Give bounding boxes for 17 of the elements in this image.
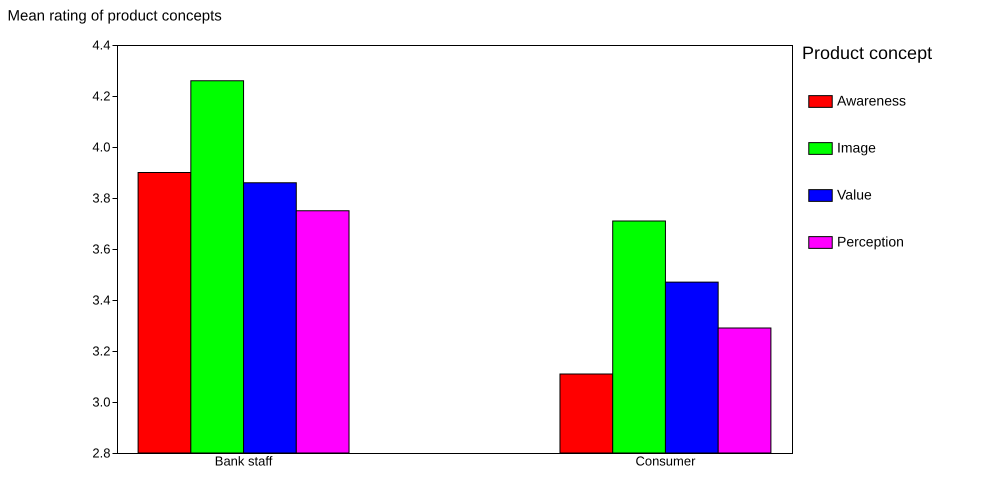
legend-label: Value xyxy=(837,186,872,202)
x-tick-label: Bank staff xyxy=(214,454,273,468)
y-tick-label: 3.4 xyxy=(92,292,110,308)
y-tick-label: 3.6 xyxy=(92,242,110,256)
x-tick-label: Consumer xyxy=(635,454,696,468)
legend-label: Image xyxy=(837,140,876,156)
y-tick-label: 3.8 xyxy=(92,190,110,206)
y-axis-title: Mean rating of product concepts xyxy=(8,8,222,24)
y-tick-label: 4.0 xyxy=(92,140,110,154)
y-tick-label: 2.8 xyxy=(92,446,110,460)
legend-label: Awareness xyxy=(837,92,906,108)
y-tick-label: 4.2 xyxy=(92,88,110,104)
legend-title: Product concept xyxy=(802,43,932,63)
y-tick-label: 4.4 xyxy=(92,38,110,52)
legend-label: Perception xyxy=(837,234,904,250)
y-tick-label: 3.0 xyxy=(92,394,110,410)
y-tick-label: 3.2 xyxy=(92,344,110,358)
